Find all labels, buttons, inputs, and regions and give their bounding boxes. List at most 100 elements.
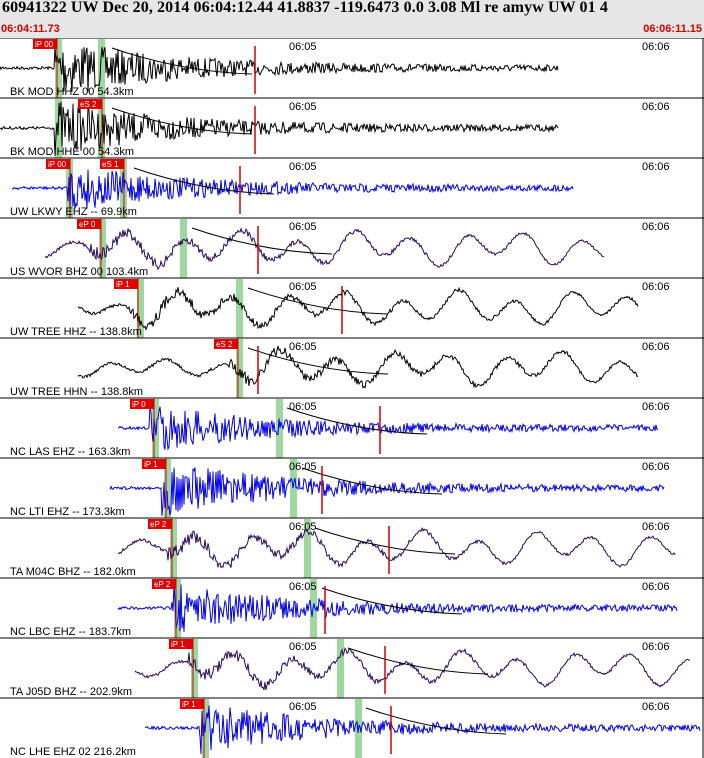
waveform-trace [117, 526, 676, 569]
travel-time-curve [286, 407, 428, 435]
time-tick-label: 06:05 [289, 401, 317, 413]
waveform-trace [117, 584, 678, 632]
pick-label: iP 1 [171, 640, 185, 649]
phase-window-band [290, 459, 297, 518]
pick-label: eP 2 [154, 580, 171, 589]
pick-flag [78, 99, 102, 109]
time-tick-label: 06:06 [642, 161, 670, 173]
pick-flag [46, 159, 70, 169]
station-label: NC LTI EHZ -- 173.3km [10, 506, 125, 518]
phase-window-band [236, 279, 243, 338]
phase-window-band [55, 39, 62, 98]
pick-label: eS 1 [102, 160, 119, 169]
travel-time-curve [365, 707, 507, 735]
waveform-trace [109, 467, 665, 517]
time-tick-label: 06:05 [289, 461, 317, 473]
time-tick-label: 06:06 [642, 281, 670, 293]
pick-label: iP 1 [116, 280, 130, 289]
pick-flag [33, 39, 57, 49]
time-tick-label: 06:05 [289, 161, 317, 173]
pick-label: iP 00 [35, 40, 54, 49]
time-tick-label: 06:06 [642, 521, 670, 533]
event-title: 60941322 UW Dec 20, 2014 06:04:12.44 41.… [2, 0, 608, 16]
time-tick-label: 06:05 [289, 101, 317, 113]
pick-flag [114, 279, 138, 289]
phase-window-band [180, 219, 187, 278]
time-tick-label: 06:05 [289, 701, 317, 713]
waveform-trace [144, 705, 701, 755]
travel-time-curve [111, 107, 253, 135]
event-header: 60941322 UW Dec 20, 2014 06:04:12.44 41.… [0, 0, 704, 38]
pick-flag [169, 639, 193, 649]
time-tick-label: 06:06 [642, 221, 670, 233]
time-tick-label: 06:06 [642, 701, 670, 713]
time-tick-label: 06:06 [642, 581, 670, 593]
time-tick-label: 06:06 [642, 101, 670, 113]
phase-window-band [304, 519, 311, 578]
waveform-trace [117, 406, 659, 451]
travel-time-curve [247, 287, 389, 315]
time-tick-label: 06:05 [289, 521, 317, 533]
waveform-trace [77, 286, 639, 331]
travel-time-curve [191, 227, 333, 255]
pick-flag [152, 579, 176, 589]
phase-window-band [310, 579, 317, 638]
pick-flag [148, 519, 172, 529]
pick-label: iP 1 [182, 700, 196, 709]
time-tick-label: 06:05 [289, 221, 317, 233]
waveform-trace [134, 646, 691, 691]
station-label: TA J05D BHZ -- 202.9km [10, 686, 132, 698]
time-tick-label: 06:05 [289, 641, 317, 653]
phase-window-band [191, 639, 198, 698]
seismogram-panel[interactable]: 06:05 06:06 iP 00 BK MOD HHZ 00 54.3km 06:05… [0, 38, 704, 758]
waveform-trace [11, 169, 574, 212]
station-label: BK MOD HHE 00 54.3km [10, 146, 134, 158]
pick-flag [180, 699, 204, 709]
pick-flag [214, 339, 238, 349]
phase-window-band [164, 459, 171, 518]
pick-flag [142, 459, 166, 469]
time-tick-label: 06:06 [642, 461, 670, 473]
travel-time-curve [301, 467, 443, 495]
pick-flag [100, 159, 124, 169]
travel-time-curve [321, 587, 463, 615]
travel-time-curve [347, 647, 489, 675]
phase-window-band [236, 339, 243, 398]
time-tick-label: 06:06 [642, 401, 670, 413]
pick-label: eP 2 [150, 520, 167, 529]
time-tick-label: 06:05 [289, 41, 317, 53]
pick-label: eP 0 [79, 220, 96, 229]
station-label: US WVOR BHZ 00 103.4km [10, 266, 148, 278]
phase-window-band [276, 399, 283, 458]
phase-window-band [174, 579, 181, 638]
travel-time-curve [314, 527, 456, 555]
window-start-time: 06:04:11.73 [1, 23, 60, 35]
waveform-trace [77, 345, 639, 389]
time-tick-label: 06:05 [289, 281, 317, 293]
travel-time-curve [111, 47, 253, 75]
pick-label: iP 0 [132, 400, 146, 409]
waveform-trace [44, 227, 605, 271]
travel-time-curve [247, 347, 389, 375]
station-label: NC LBC EHZ -- 183.7km [10, 626, 131, 638]
phase-window-band [137, 279, 144, 338]
pick-label: eS 2 [216, 340, 233, 349]
pick-label: eS 2 [80, 100, 97, 109]
pick-flag [130, 399, 154, 409]
waveform-trace [0, 47, 559, 92]
phase-window-band [337, 639, 344, 698]
pick-flag [77, 219, 101, 229]
travel-time-curve [133, 167, 275, 195]
time-tick-label: 06:06 [642, 41, 670, 53]
phase-window-band [98, 39, 105, 98]
station-label: BK MOD HHZ 00 54.3km [10, 86, 133, 98]
station-label: UW TREE HHN -- 138.8km [10, 386, 143, 398]
pick-label: iP 00 [48, 160, 67, 169]
pick-label: iP 1 [144, 460, 158, 469]
time-tick-label: 06:06 [642, 641, 670, 653]
window-end-time: 06:06:11.15 [643, 23, 702, 35]
station-label: NC LHE EHZ 02 216.2km [10, 746, 136, 758]
time-tick-label: 06:05 [289, 341, 317, 353]
station-label: UW TREE HHZ -- 138.8km [10, 326, 142, 338]
station-label: UW LKWY EHZ -- 69.9km [10, 206, 137, 218]
